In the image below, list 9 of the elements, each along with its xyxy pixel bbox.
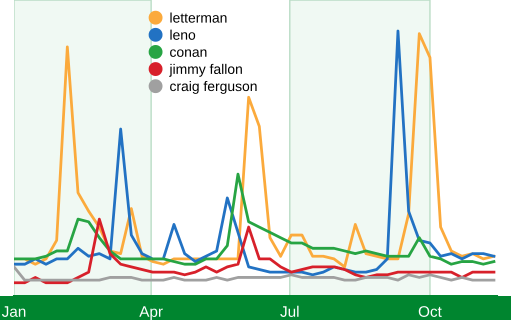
legend-label: jimmy fallon — [169, 64, 242, 77]
x-tick-label: Jan — [2, 306, 26, 317]
legend-label: conan — [170, 49, 206, 57]
legend-label: letterman — [170, 12, 226, 23]
legend-label: craig ferguson — [170, 80, 257, 94]
x-tick-label: Jul — [280, 306, 299, 317]
x-tick-label: Apr — [139, 306, 163, 320]
x-tick-label: Oct — [418, 306, 442, 317]
legend-label: leno — [170, 30, 196, 40]
